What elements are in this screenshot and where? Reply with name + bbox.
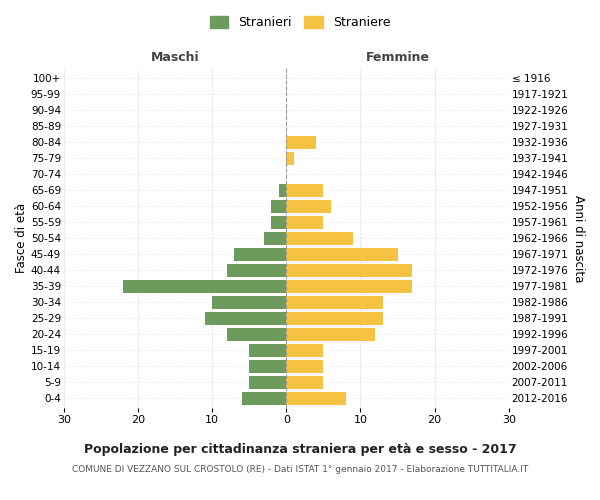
Bar	[286, 296, 383, 308]
Bar	[212, 296, 286, 308]
Y-axis label: Anni di nascita: Anni di nascita	[572, 194, 585, 282]
Text: COMUNE DI VEZZANO SUL CROSTOLO (RE) - Dati ISTAT 1° gennaio 2017 - Elaborazione : COMUNE DI VEZZANO SUL CROSTOLO (RE) - Da…	[72, 466, 528, 474]
Y-axis label: Fasce di età: Fasce di età	[15, 203, 28, 274]
Bar	[235, 248, 286, 260]
Bar	[286, 264, 412, 276]
Bar	[205, 312, 286, 325]
Bar	[286, 360, 323, 373]
Bar	[286, 200, 331, 212]
Bar	[286, 216, 323, 228]
Bar	[242, 392, 286, 405]
Bar	[286, 152, 294, 164]
Bar	[286, 136, 316, 148]
Text: Popolazione per cittadinanza straniera per età e sesso - 2017: Popolazione per cittadinanza straniera p…	[83, 442, 517, 456]
Text: Maschi: Maschi	[151, 50, 199, 64]
Bar	[249, 376, 286, 389]
Bar	[249, 360, 286, 373]
Bar	[249, 344, 286, 357]
Bar	[271, 200, 286, 212]
Bar	[286, 376, 323, 389]
Text: Femmine: Femmine	[365, 50, 430, 64]
Bar	[286, 184, 323, 196]
Bar	[279, 184, 286, 196]
Bar	[286, 344, 323, 357]
Bar	[264, 232, 286, 244]
Bar	[286, 328, 376, 341]
Bar	[286, 248, 398, 260]
Legend: Stranieri, Straniere: Stranieri, Straniere	[205, 11, 395, 34]
Bar	[227, 264, 286, 276]
Bar	[286, 392, 346, 405]
Bar	[286, 312, 383, 325]
Bar	[286, 280, 412, 292]
Bar	[123, 280, 286, 292]
Bar	[227, 328, 286, 341]
Bar	[286, 232, 353, 244]
Bar	[271, 216, 286, 228]
